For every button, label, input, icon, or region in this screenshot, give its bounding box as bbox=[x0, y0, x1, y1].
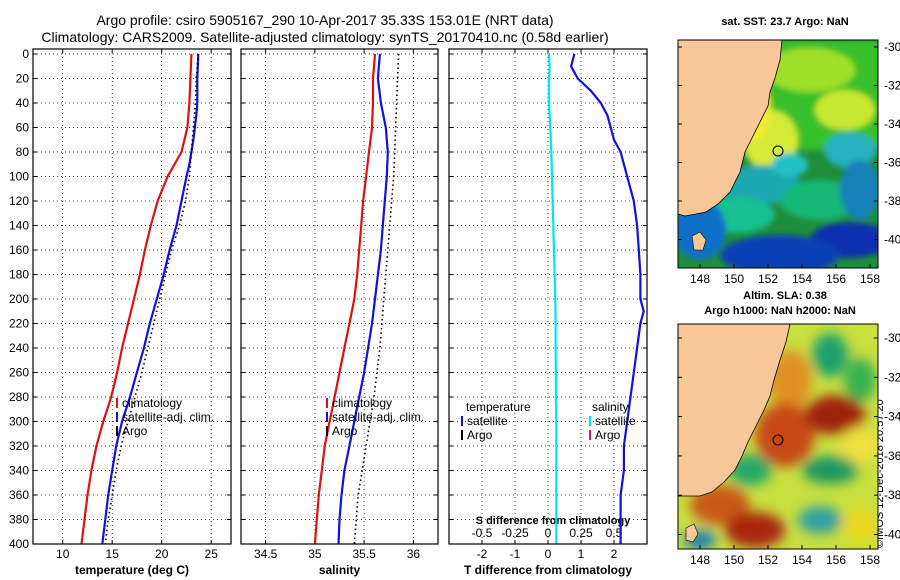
figure-title-line2: Climatology: CARS2009. Satellite-adjuste… bbox=[41, 29, 609, 45]
x-tick-label: 10 bbox=[56, 547, 70, 561]
x-tick-label-salinity: -0.5 bbox=[472, 526, 493, 540]
profile-panel-2: 34.5 35 35.5 36 salinity climatologysatellite… bbox=[240, 48, 439, 577]
x-tick-label: -1 bbox=[510, 547, 521, 561]
x-axis-label: T difference from climatology bbox=[464, 563, 632, 577]
legend-label: climatology bbox=[122, 396, 182, 410]
y-tick-label: 20 bbox=[16, 72, 30, 86]
x-tick-label-salinity: 0 bbox=[545, 526, 552, 540]
figure-title-line1: Argo profile: csiro 5905167_290 10-Apr-2… bbox=[96, 12, 554, 28]
x-axis-label: temperature (deg C) bbox=[75, 563, 189, 577]
series-t-satellite bbox=[569, 53, 645, 544]
legend-label: Argo bbox=[595, 428, 621, 442]
y-tick-label: 340 bbox=[9, 464, 29, 478]
series-argo bbox=[104, 53, 200, 545]
y-tick-label: 60 bbox=[16, 121, 30, 135]
y-tick-label: 380 bbox=[9, 513, 29, 527]
series-satellite-adj-clim- bbox=[337, 53, 389, 545]
legend-label: satellite-adj. clim. bbox=[122, 410, 214, 424]
series-argo bbox=[353, 53, 400, 545]
y-tick-label: 260 bbox=[9, 366, 29, 380]
legend-label: climatology bbox=[332, 396, 392, 410]
x-tick-label-salinity: 0.25 bbox=[569, 526, 593, 540]
x-tick-label: 34.5 bbox=[254, 547, 278, 561]
x-label-salinity: S difference from climatology bbox=[476, 515, 632, 527]
y-tick-label: 180 bbox=[9, 268, 29, 282]
x-tick-label-salinity: 0.5 bbox=[606, 526, 623, 540]
legend-label: Argo bbox=[122, 424, 148, 438]
series-s-satellite bbox=[547, 53, 558, 544]
legend-label: satellite bbox=[467, 414, 508, 428]
y-tick-label: 320 bbox=[9, 439, 29, 453]
x-axis-label: salinity bbox=[319, 563, 361, 577]
x-tick-label: 36 bbox=[407, 547, 421, 561]
y-tick-label: 0 bbox=[22, 47, 29, 61]
x-tick-label: 35.5 bbox=[352, 547, 376, 561]
series-climatology bbox=[313, 53, 377, 545]
y-tick-label: 160 bbox=[9, 243, 29, 257]
y-tick-label: 100 bbox=[9, 170, 29, 184]
x-tick-label: 1 bbox=[578, 547, 585, 561]
series-satellite-adj-clim- bbox=[101, 53, 200, 545]
profile-panel-1: 10 15 20 25 temperature (deg C) climatologysa… bbox=[32, 48, 232, 577]
y-tick-label: 80 bbox=[16, 145, 30, 159]
y-tick-label: 200 bbox=[9, 292, 29, 306]
legend-label: satellite-adj. clim. bbox=[332, 410, 424, 424]
sla-map-title-line1: Altim. SLA: 0.38 bbox=[743, 290, 827, 302]
x-tick-label: 25 bbox=[205, 547, 219, 561]
copyright-label: ©IMOS 12-Dec-2018 20:57:20 bbox=[874, 399, 886, 548]
sla-map-title-line2: Argo h1000: NaN h2000: NaN bbox=[704, 305, 856, 317]
x-tick-label: 15 bbox=[106, 547, 120, 561]
y-tick-label: 40 bbox=[16, 96, 30, 110]
series-climatology bbox=[80, 53, 193, 545]
x-tick-label: 2 bbox=[611, 547, 618, 561]
legend-title-salinity: salinity bbox=[592, 400, 629, 414]
plot-frame bbox=[448, 48, 648, 545]
y-tick-label: 120 bbox=[9, 194, 29, 208]
profile-panel-3: -2 -1 0 1 2 -0.5 -0.25 0 0.25 0.5S difference fro… bbox=[448, 48, 648, 577]
y-tick-label: 400 bbox=[9, 537, 29, 551]
x-tick-label: 35 bbox=[308, 547, 322, 561]
y-tick-label: 280 bbox=[9, 390, 29, 404]
y-tick-label: 360 bbox=[9, 488, 29, 502]
y-tick-label: 220 bbox=[9, 317, 29, 331]
y-tick-label: 240 bbox=[9, 341, 29, 355]
x-tick-label-salinity: -0.25 bbox=[501, 526, 529, 540]
x-tick-label: 20 bbox=[155, 547, 169, 561]
x-tick-label: 0 bbox=[545, 547, 552, 561]
plot-frame bbox=[240, 48, 439, 545]
legend-title-temperature: temperature bbox=[466, 400, 531, 414]
x-tick-label: -2 bbox=[477, 547, 488, 561]
y-tick-label: 140 bbox=[9, 219, 29, 233]
plot-frame bbox=[32, 48, 232, 545]
y-tick-label: 300 bbox=[9, 415, 29, 429]
sst-map-title: sat. SST: 23.7 Argo: NaN bbox=[721, 16, 849, 28]
legend-label: Argo bbox=[332, 424, 358, 438]
legend-label: Argo bbox=[467, 428, 493, 442]
legend-label: satellite bbox=[595, 414, 636, 428]
